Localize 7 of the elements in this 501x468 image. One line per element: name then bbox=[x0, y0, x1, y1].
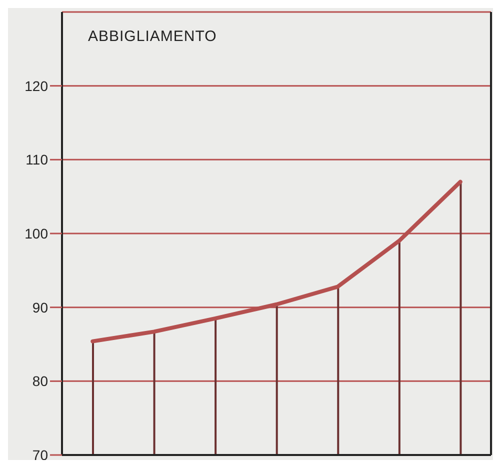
y-tick-label: 70 bbox=[32, 446, 48, 463]
y-tick-label: 110 bbox=[26, 152, 48, 168]
y-tick-label: 100 bbox=[24, 225, 48, 242]
text: ABBIGLIAMENTO bbox=[88, 28, 217, 45]
y-tick-label: 120 bbox=[24, 78, 48, 94]
y-tick-label: 90 bbox=[32, 299, 48, 316]
y-tick-label: 80 bbox=[32, 373, 48, 390]
